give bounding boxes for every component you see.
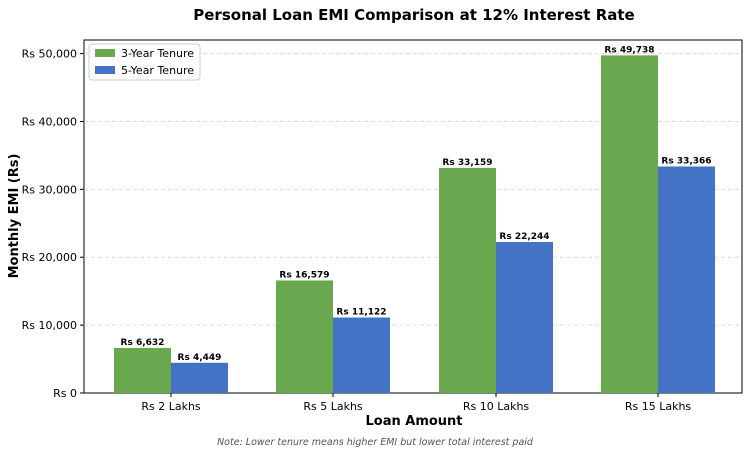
legend: 3-Year Tenure 5-Year Tenure — [88, 43, 201, 81]
bar-5-year-tenure-rs-5-lakhs — [333, 317, 390, 393]
bar-5-year-tenure-rs-2-lakhs — [171, 362, 228, 393]
data-label-3-year-tenure-rs-10-lakhs: Rs 33,159 — [442, 158, 492, 168]
bars — [114, 55, 715, 393]
plot-area — [83, 39, 743, 394]
data-label-3-year-tenure-rs-2-lakhs: Rs 6,632 — [121, 338, 165, 348]
data-label-3-year-tenure-rs-15-lakhs: Rs 49,738 — [604, 45, 654, 55]
legend-swatch-3-year — [95, 49, 115, 57]
bar-3-year-tenure-rs-15-lakhs — [601, 55, 658, 393]
data-label-5-year-tenure-rs-15-lakhs: Rs 33,366 — [661, 156, 711, 166]
legend-swatch-5-year — [95, 66, 115, 74]
chart-note: Note: Lower tenure means higher EMI but … — [217, 437, 534, 448]
y-tick-label: Rs 0 — [53, 387, 77, 400]
data-label-3-year-tenure-rs-5-lakhs: Rs 16,579 — [279, 270, 329, 280]
x-tick-label-rs-2-lakhs: Rs 2 Lakhs — [141, 400, 201, 413]
data-label-5-year-tenure-rs-2-lakhs: Rs 4,449 — [178, 353, 222, 363]
legend-label-5-year: 5-Year Tenure — [121, 64, 194, 77]
x-axis-label: Loan Amount — [365, 414, 462, 429]
bar-3-year-tenure-rs-2-lakhs — [114, 347, 171, 393]
bar-5-year-tenure-rs-10-lakhs — [496, 241, 553, 393]
x-axis-ticks: Rs 2 Lakhs Rs 5 Lakhs Rs 10 Lakhs Rs 15 Lak… — [141, 393, 691, 413]
x-tick-label-rs-15-lakhs: Rs 15 Lakhs — [625, 400, 692, 413]
legend-frame — [88, 43, 201, 81]
y-tick-label: Rs 30,000 — [22, 183, 77, 196]
data-labels: Rs 6,632 Rs 16,579 Rs 33,159 Rs 49,738 Rs 4,… — [121, 45, 712, 362]
chart-title: Personal Loan EMI Comparison at 12% Inte… — [193, 6, 634, 24]
x-tick-label-rs-5-lakhs: Rs 5 Lakhs — [303, 400, 363, 413]
x-tick-label-rs-10-lakhs: Rs 10 Lakhs — [463, 400, 530, 413]
y-tick-label: Rs 40,000 — [22, 115, 77, 128]
y-axis-label: Monthly EMI (Rs) — [7, 154, 22, 279]
data-label-5-year-tenure-rs-10-lakhs: Rs 22,244 — [499, 232, 549, 242]
y-tick-label: Rs 50,000 — [22, 48, 77, 61]
legend-label-3-year: 3-Year Tenure — [121, 47, 194, 60]
data-label-5-year-tenure-rs-5-lakhs: Rs 11,122 — [336, 307, 386, 317]
y-tick-label: Rs 10,000 — [22, 319, 77, 332]
y-tick-label: Rs 20,000 — [22, 251, 77, 264]
bar-5-year-tenure-rs-15-lakhs — [658, 166, 715, 393]
bar-3-year-tenure-rs-10-lakhs — [439, 167, 496, 393]
bar-3-year-tenure-rs-5-lakhs — [276, 280, 333, 393]
y-axis-ticks: Rs 0 Rs 10,000 Rs 20,000 Rs 30,000 Rs 40,000… — [22, 48, 84, 400]
